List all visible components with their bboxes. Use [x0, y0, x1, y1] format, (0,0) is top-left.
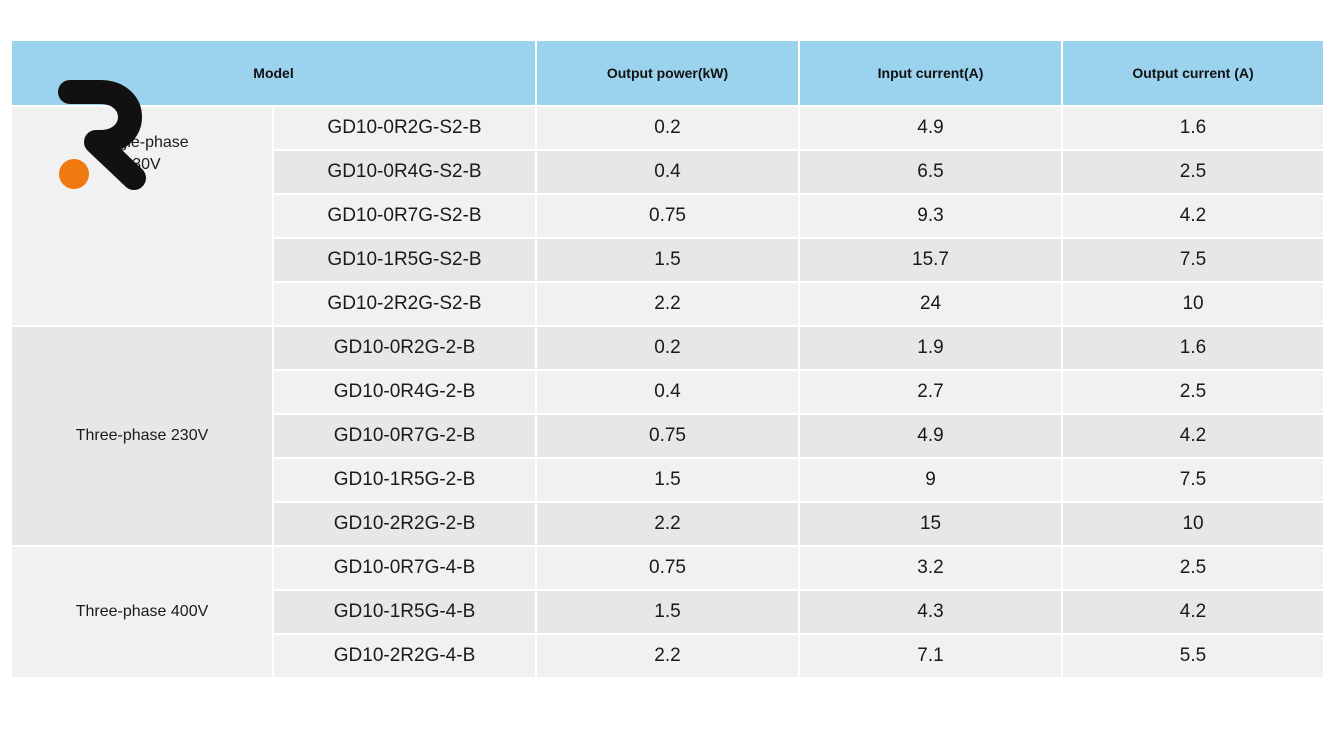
voltage-group-label: Three-phase 230V	[75, 427, 209, 444]
output-current-cell: 4.2	[1061, 193, 1326, 239]
model-cell: GD10-0R2G-2-B	[271, 325, 538, 371]
input-current-cell: 24	[798, 281, 1064, 327]
output-power-cell: 0.4	[535, 149, 801, 195]
model-cell: GD10-0R4G-2-B	[271, 369, 538, 415]
output-power-cell: 1.5	[535, 457, 801, 503]
table-row: GD10-1R5G-4-B 1.5 4.3 4.2	[11, 589, 1326, 635]
output-power-cell: 1.5	[535, 237, 801, 283]
table-row: GD10-2R2G-S2-B 2.2 24 10	[11, 281, 1326, 327]
output-power-cell: 0.75	[535, 545, 801, 591]
spec-table: Model Output power(kW) Input current(A) …	[9, 39, 1326, 679]
table-row: GD10-0R4G-S2-B 0.4 6.5 2.5	[11, 149, 1326, 195]
voltage-group-cell: Three-phase 400V	[10, 545, 274, 679]
header-output-current: Output current (A)	[1061, 39, 1326, 107]
output-power-cell: 0.75	[535, 413, 801, 459]
input-current-cell: 4.3	[798, 589, 1064, 635]
model-cell: GD10-1R5G-S2-B	[271, 237, 538, 283]
input-current-cell: 9.3	[798, 193, 1064, 239]
table-row: Three-phase 400V GD10-0R7G-4-B 0.75 3.2 2.5	[10, 545, 1326, 679]
output-power-cell: 2.2	[535, 501, 801, 547]
model-cell: GD10-2R2G-4-B	[271, 633, 538, 679]
input-current-cell: 4.9	[798, 105, 1064, 151]
output-current-cell: 2.5	[1061, 545, 1326, 591]
output-current-cell: 10	[1061, 281, 1326, 327]
model-cell: GD10-0R4G-S2-B	[271, 149, 538, 195]
input-current-cell: 4.9	[798, 413, 1064, 459]
model-cell: GD10-0R7G-4-B	[271, 545, 538, 591]
model-cell: GD10-1R5G-4-B	[271, 589, 538, 635]
header-row: Model Output power(kW) Input current(A) …	[9, 39, 1326, 107]
header-input-current: Input current(A)	[798, 39, 1064, 107]
voltage-group-cell: Single-phase 230V	[10, 105, 274, 327]
table-row: GD10-0R7G-S2-B 0.75 9.3 4.2	[11, 193, 1326, 239]
table-row: GD10-0R4G-2-B 0.4 2.7 2.5	[11, 369, 1326, 415]
output-power-cell: 0.2	[535, 105, 801, 151]
output-current-cell: 4.2	[1061, 589, 1326, 635]
model-cell: GD10-2R2G-2-B	[271, 501, 538, 547]
table-row: GD10-1R5G-2-B 1.5 9 7.5	[11, 457, 1326, 503]
output-power-cell: 0.2	[535, 325, 801, 371]
input-current-cell: 3.2	[798, 545, 1064, 591]
output-power-cell: 0.4	[535, 369, 801, 415]
output-power-cell: 0.75	[535, 193, 801, 239]
output-current-cell: 7.5	[1061, 237, 1326, 283]
table-row: GD10-1R5G-S2-B 1.5 15.7 7.5	[11, 237, 1326, 283]
output-power-cell: 2.2	[535, 633, 801, 679]
model-cell: GD10-0R7G-S2-B	[271, 193, 538, 239]
header-output-power: Output power(kW)	[535, 39, 801, 107]
logo-orange-dot	[59, 159, 89, 189]
input-current-cell: 7.1	[798, 633, 1064, 679]
input-current-cell: 15.7	[798, 237, 1064, 283]
output-current-cell: 4.2	[1061, 413, 1326, 459]
output-current-cell: 2.5	[1061, 369, 1326, 415]
voltage-group-cell: Three-phase 230V	[10, 325, 274, 547]
table-row: Single-phase 230V GD10-0R2G-S2-B 0.2 4.9 1.6	[10, 105, 1326, 327]
table-row: GD10-2R2G-4-B 2.2 7.1 5.5	[11, 633, 1326, 679]
model-cell: GD10-2R2G-S2-B	[271, 281, 538, 327]
output-current-cell: 1.6	[1061, 325, 1326, 371]
model-cell: GD10-1R5G-2-B	[271, 457, 538, 503]
input-current-cell: 15	[798, 501, 1064, 547]
output-current-cell: 7.5	[1061, 457, 1326, 503]
input-current-cell: 6.5	[798, 149, 1064, 195]
output-power-cell: 2.2	[535, 281, 801, 327]
logo-letter-r	[58, 80, 146, 190]
output-power-cell: 1.5	[535, 589, 801, 635]
output-current-cell: 5.5	[1061, 633, 1326, 679]
r-letter-logo-icon	[58, 80, 146, 190]
table-row: GD10-0R7G-2-B 0.75 4.9 4.2	[11, 413, 1326, 459]
output-current-cell: 2.5	[1061, 149, 1326, 195]
table-row: GD10-2R2G-2-B 2.2 15 10	[11, 501, 1326, 547]
input-current-cell: 9	[798, 457, 1064, 503]
voltage-group-label: Three-phase 400V	[75, 603, 209, 620]
model-cell: GD10-0R2G-S2-B	[271, 105, 538, 151]
table-body: Single-phase 230V GD10-0R2G-S2-B 0.2 4.9 1.6…	[10, 105, 1326, 679]
model-cell: GD10-0R7G-2-B	[271, 413, 538, 459]
input-current-cell: 2.7	[798, 369, 1064, 415]
input-current-cell: 1.9	[798, 325, 1064, 371]
table-row: Three-phase 230V GD10-0R2G-2-B 0.2 1.9 1.6	[10, 325, 1326, 547]
output-current-cell: 10	[1061, 501, 1326, 547]
output-current-cell: 1.6	[1061, 105, 1326, 151]
